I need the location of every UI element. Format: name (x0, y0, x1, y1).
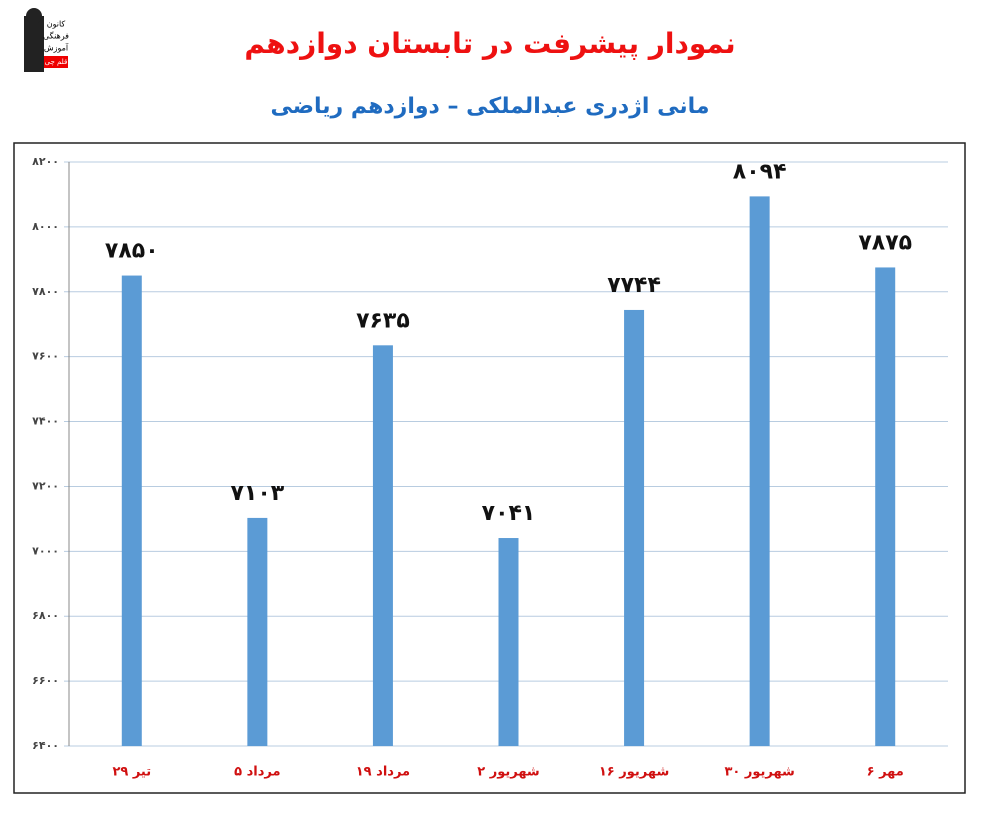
y-tick-label: ۸۰۰۰ (32, 220, 59, 233)
y-tick-label: ۷۶۰۰ (32, 350, 59, 363)
logo-figure (24, 16, 44, 72)
chart-frame (13, 142, 966, 794)
bar (121, 275, 142, 746)
y-tick-label: ۷۸۰۰ (32, 285, 59, 298)
logo-badge (44, 56, 68, 68)
x-tick-label: ۱۶ شهریور (599, 765, 669, 780)
value-label: ۷۷۴۴ (607, 273, 661, 298)
x-tick-label: ۶ مهر (867, 765, 904, 780)
y-tick-label: ۸۲۰۰ (32, 155, 59, 168)
chart-subtitle: مانی اژدری عبدالملکی – دوازدهم ریاضی (271, 94, 710, 119)
value-label: ۷۰۴۱ (482, 501, 536, 526)
x-tick-label: ۱۹ مرداد (356, 765, 410, 780)
y-tick-label: ۶۴۰۰ (32, 739, 59, 752)
value-label: ۸۰۹۴ (733, 159, 787, 184)
x-tick-label: ۲ شهریور (477, 765, 539, 780)
y-tick-label: ۷۴۰۰ (32, 415, 59, 428)
logo-head (26, 8, 42, 24)
y-tick-label: ۷۲۰۰ (32, 479, 59, 492)
bar (498, 538, 519, 746)
logo-text: فرهنگی (43, 31, 69, 41)
bar (372, 345, 393, 746)
value-label: ۷۸۷۵ (858, 230, 912, 255)
logo-text: کانون (47, 20, 66, 29)
logo-text: قلم چی (45, 58, 68, 66)
y-tick-label: ۶۸۰۰ (32, 609, 59, 622)
bar (875, 267, 896, 746)
x-tick-label: ۲۹ تیر (112, 765, 151, 780)
y-tick-label: ۶۶۰۰ (32, 674, 59, 687)
y-tick-label: ۷۰۰۰ (32, 544, 59, 557)
bar (624, 309, 645, 746)
chart-title: نمودار پیشرفت در تابستان دوازدهم (244, 27, 735, 60)
logo-text: آموزش (44, 43, 69, 53)
bar (247, 517, 268, 746)
value-label: ۷۱۰۳ (230, 481, 284, 506)
x-tick-label: ۳۰ شهریور (724, 765, 794, 780)
value-label: ۷۸۵۰ (105, 239, 159, 264)
logo: کانون فرهنگی آموزش قلم چی (24, 8, 69, 72)
value-label: ۷۶۳۵ (356, 308, 410, 333)
bar (749, 196, 770, 746)
x-tick-label: ۵ مرداد (234, 765, 280, 780)
